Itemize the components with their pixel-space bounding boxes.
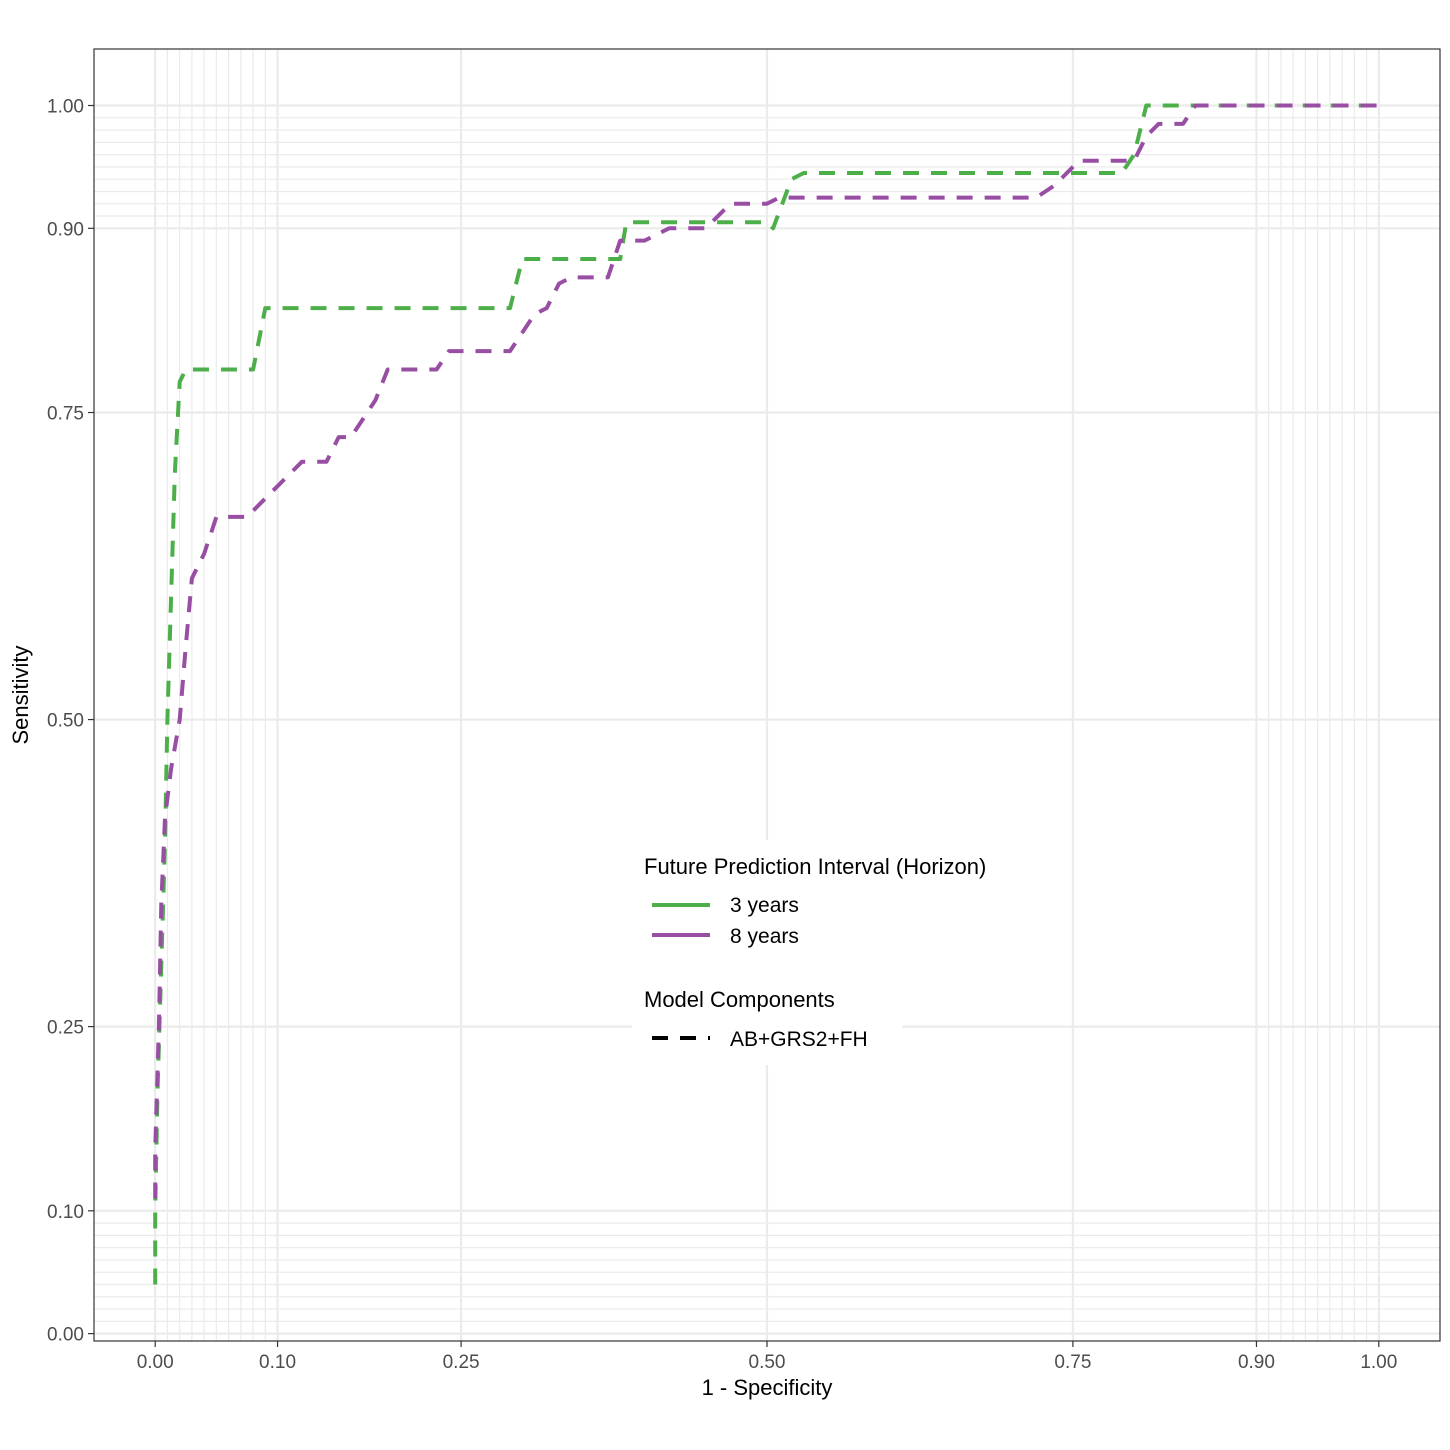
roc-curves [153,103,1379,1285]
roc-curve-3-years [153,103,1379,1285]
x-tick-label: 0.00 [137,1352,174,1373]
x-axis-ticks: 0.00 0.10 0.25 0.50 0.75 0.90 1.00 [137,1341,1397,1373]
y-tick-label: 0.90 [47,219,84,240]
y-tick-label: 0.75 [47,404,84,425]
roc-curve-8-years [153,103,1379,1199]
y-tick-label: 0.10 [47,1202,84,1223]
y-tick-label: 0.50 [47,711,84,732]
x-tick-label: 0.75 [1054,1352,1091,1373]
x-tick-label: 1.00 [1360,1352,1397,1373]
legend-label-8-years: 8 years [730,925,799,948]
x-tick-label: 0.90 [1238,1352,1275,1373]
legend-label-3-years: 3 years [730,894,799,917]
legend-color-title: Future Prediction Interval (Horizon) [644,854,986,879]
x-axis-title: 1 - Specificity [702,1375,833,1400]
y-tick-label: 1.00 [47,96,84,117]
y-axis-title: Sensitivity [8,645,33,744]
legend-label-linetype: AB+GRS2+FH [730,1028,868,1051]
y-axis-ticks: 0.00 0.10 0.25 0.50 0.75 0.90 1.00 [47,96,94,1346]
y-tick-label: 0.25 [47,1018,84,1039]
legend-linetype-title: Model Components [644,987,835,1012]
legend: Future Prediction Interval (Horizon) 3 y… [632,840,986,1065]
x-tick-label: 0.25 [443,1352,480,1373]
y-tick-label: 0.00 [47,1325,84,1346]
grid-lines [94,49,1440,1341]
x-tick-label: 0.10 [259,1352,296,1373]
legend-background [632,840,902,1065]
x-tick-label: 0.50 [749,1352,786,1373]
